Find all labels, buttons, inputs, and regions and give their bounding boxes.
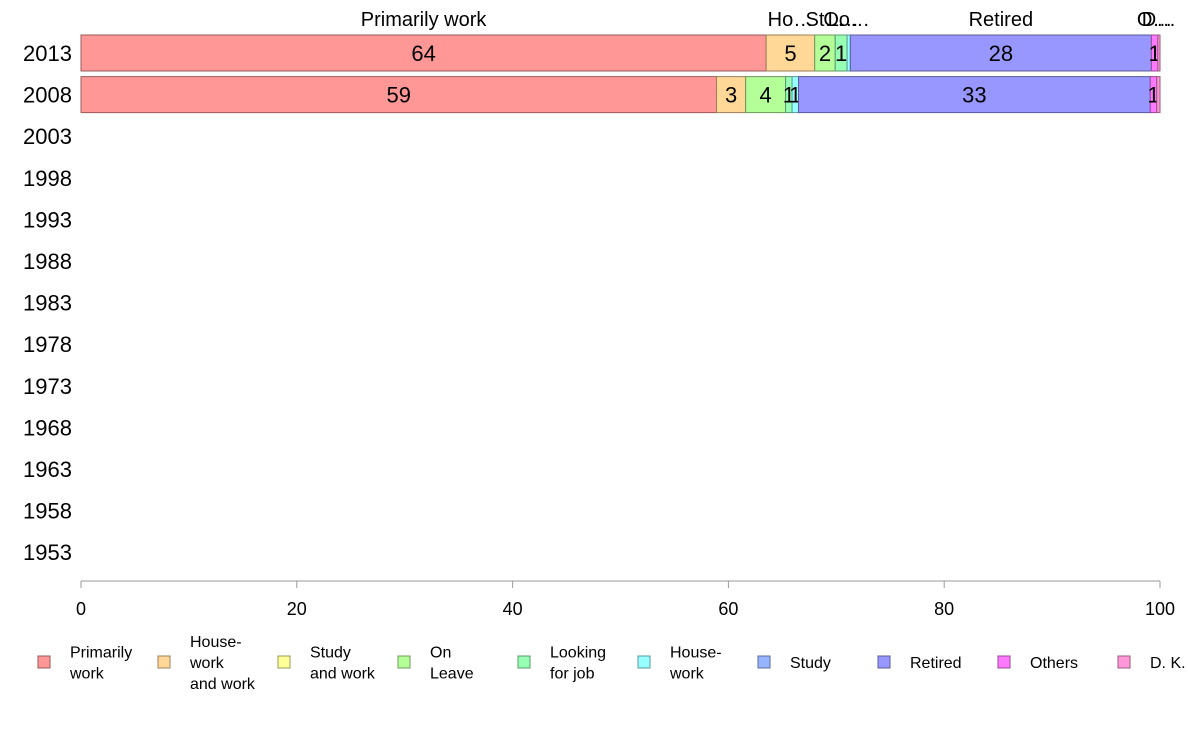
legend-swatch-1 <box>157 655 171 669</box>
year-label-1993: 1993 <box>23 207 72 232</box>
legend-label-3-0: On <box>430 645 451 662</box>
bar-segment-2008-7 <box>798 76 1151 114</box>
year-label-1983: 1983 <box>23 291 72 316</box>
legend-label-6-0: Study <box>790 655 831 672</box>
data-label-2008-7: 33 <box>962 83 986 108</box>
x-tick-label-20: 20 <box>287 599 307 619</box>
data-label-2013-4: 1 <box>835 41 847 66</box>
bar-segment-2013-9 <box>1157 34 1161 72</box>
legend-label-7-0: Retired <box>910 655 962 672</box>
bar-segment-2008-1 <box>716 76 747 114</box>
legend-swatch-9 <box>1117 655 1131 669</box>
legend-label-1-1: work <box>189 655 225 672</box>
legend-label-0-0: Primarily <box>70 645 132 662</box>
year-label-2008: 2008 <box>23 83 72 108</box>
bar-segment-2008-3 <box>745 76 787 114</box>
x-tick-label-100: 100 <box>1145 599 1175 619</box>
year-label-1963: 1963 <box>23 457 72 482</box>
legend-label-8-0: Others <box>1030 655 1078 672</box>
year-label-1978: 1978 <box>23 332 72 357</box>
legend-label-4-1: for job <box>550 666 595 683</box>
legend-label-0-1: work <box>69 666 105 683</box>
x-tick-label-40: 40 <box>503 599 523 619</box>
data-label-2013-3: 2 <box>819 41 831 66</box>
legend-swatch-2 <box>277 655 291 669</box>
year-label-1958: 1958 <box>23 499 72 524</box>
year-label-1998: 1998 <box>23 166 72 191</box>
legend-label-5-1: work <box>669 666 705 683</box>
x-tick-label-60: 60 <box>718 599 738 619</box>
x-tick-label-80: 80 <box>934 599 954 619</box>
year-label-2003: 2003 <box>23 124 72 149</box>
legend-label-1-2: and work <box>190 676 256 693</box>
year-label-2013: 2013 <box>23 41 72 66</box>
category-top-label-2: St… <box>806 9 845 31</box>
legend-label-2-1: and work <box>310 666 376 683</box>
legend-swatch-5 <box>637 655 651 669</box>
data-label-2008-0: 59 <box>387 83 411 108</box>
legend-swatch-0 <box>37 655 51 669</box>
legend-label-1-0: House- <box>190 634 242 651</box>
bar-segment-2008-9 <box>1156 76 1161 114</box>
data-label-2008-1: 3 <box>725 83 737 108</box>
data-label-2013-0: 64 <box>411 41 435 66</box>
data-label-2013-7: 28 <box>989 41 1013 66</box>
legend-swatch-4 <box>517 655 531 669</box>
legend-label-9-0: D. K. <box>1150 655 1186 672</box>
category-top-label-1: Ho… <box>768 9 814 31</box>
legend-swatch-7 <box>877 655 891 669</box>
category-top-label-3: O… <box>823 9 859 31</box>
legend-label-5-0: House- <box>670 645 722 662</box>
year-label-1988: 1988 <box>23 249 72 274</box>
legend-swatch-3 <box>397 655 411 669</box>
category-top-label-0: Primarily work <box>361 9 488 31</box>
legend-swatch-8 <box>997 655 1011 669</box>
legend-label-4-0: Looking <box>550 645 606 662</box>
year-label-1953: 1953 <box>23 540 72 565</box>
category-top-label-6: O… <box>1137 9 1173 31</box>
category-top-label-7: D… <box>1142 9 1176 31</box>
legend-swatch-6 <box>757 655 771 669</box>
year-label-1968: 1968 <box>23 415 72 440</box>
bar-segment-2008-0 <box>80 76 718 114</box>
x-tick-label-0: 0 <box>76 599 86 619</box>
legend-label-2-0: Study <box>310 645 351 662</box>
category-top-label-5: Retired <box>969 9 1033 31</box>
category-top-label-4: Lo… <box>828 9 870 31</box>
bar-segment-2013-1 <box>765 34 816 72</box>
data-label-2013-1: 5 <box>784 41 796 66</box>
data-label-2008-3: 4 <box>760 83 772 108</box>
year-label-1973: 1973 <box>23 374 72 399</box>
bar-segment-2013-0 <box>80 34 767 72</box>
legend-label-3-1: Leave <box>430 666 474 683</box>
bar-segment-2013-7 <box>849 34 1152 72</box>
